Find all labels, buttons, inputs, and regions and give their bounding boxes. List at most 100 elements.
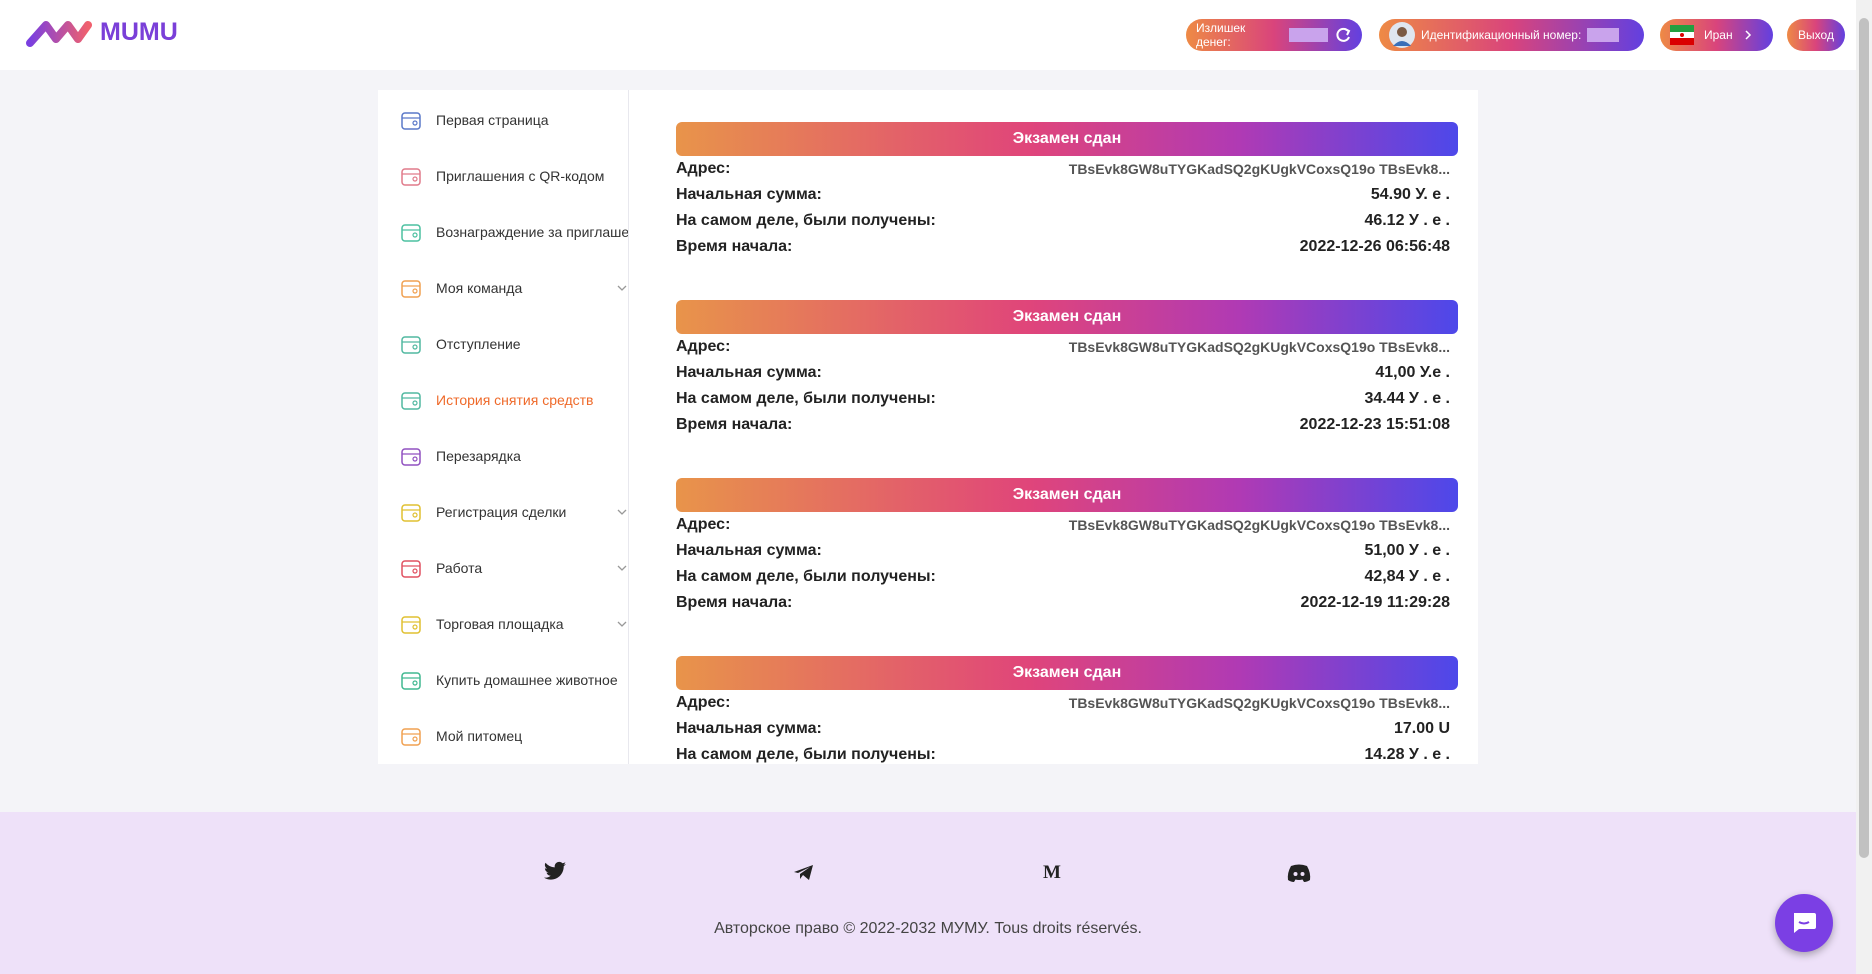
- scrollbar-thumb[interactable]: [1859, 18, 1869, 858]
- nav-item[interactable]: Отступление: [378, 324, 628, 364]
- nav-icon: [401, 280, 421, 298]
- record-row: Время начала: 2022-12-26 06:56:48: [676, 234, 1458, 260]
- status-bar: Экзамен сдан: [676, 478, 1458, 512]
- logout-button[interactable]: Выход: [1787, 19, 1845, 51]
- nav-icon: [401, 168, 421, 186]
- nav-label: Вознаграждение за приглаше: [436, 224, 629, 240]
- record-card: Экзамен сдан Адрес: TBsEvk8GW8uTYGKadSQ2gK…: [676, 478, 1458, 616]
- nav-item[interactable]: Первая страница: [378, 100, 628, 140]
- nav-item[interactable]: Торговая площадка: [378, 604, 628, 644]
- nav-item[interactable]: Моя команда: [378, 268, 628, 308]
- record-row: Начальная сумма: 51,00 У . е .: [676, 538, 1458, 564]
- sidebar: Первая страница Приглашения с QR-кодом Воз…: [378, 90, 629, 764]
- records-panel: Экзамен сдан Адрес: TBsEvk8GW8uTYGKadSQ2gK…: [629, 90, 1478, 764]
- nav-item[interactable]: Работа: [378, 548, 628, 588]
- refresh-icon[interactable]: [1334, 26, 1352, 44]
- id-pill[interactable]: Идентификационный номер:: [1379, 19, 1644, 51]
- nav-item[interactable]: Приглашения с QR-кодом: [378, 156, 628, 196]
- chevron-icon: [1745, 30, 1751, 40]
- nav-label: Перезарядка: [436, 448, 521, 464]
- row-label: Начальная сумма:: [676, 542, 822, 559]
- country-pill[interactable]: Иран: [1660, 19, 1773, 51]
- logout: Выход: [1798, 28, 1834, 42]
- discord-icon[interactable]: [1287, 863, 1311, 883]
- row-value: TBsEvk8GW8uTYGKadSQ2gKUgkVCoxsQ19o TBsEv…: [1068, 695, 1450, 711]
- row-label: Начальная сумма:: [676, 364, 822, 381]
- record-row: Начальная сумма: 54.90 У. е .: [676, 182, 1458, 208]
- record-card: Экзамен сдан Адрес: TBsEvk8GW8uTYGKadSQ2gK…: [676, 122, 1458, 260]
- nav-item[interactable]: Перезарядка: [378, 436, 628, 476]
- svg-text:M: M: [1043, 863, 1061, 881]
- nav-item[interactable]: История снятия средств: [378, 380, 628, 420]
- record-row: Начальная сумма: 41,00 У.е .: [676, 360, 1458, 386]
- copyright: Авторское право © 2022-2032 МУМУ. Tous d…: [714, 920, 1142, 937]
- flag-icon: [1670, 25, 1694, 45]
- nav-label: Торговая площадка: [436, 616, 564, 632]
- record-row: На самом деле, были получены: 42,84 У . е…: [676, 564, 1458, 590]
- row-value: 17.00 U: [1393, 720, 1450, 737]
- row-value: 46.12 У . е .: [1364, 212, 1450, 229]
- nav-icon: [401, 560, 421, 578]
- status-bar: Экзамен сдан: [676, 300, 1458, 334]
- record-row: Время начала: 2022-12-19 11:29:28: [676, 590, 1458, 616]
- masked-value: [1587, 28, 1620, 42]
- row-label: Адрес:: [676, 516, 731, 533]
- row-value: 54.90 У. е .: [1370, 186, 1450, 203]
- twitter-icon[interactable]: [543, 861, 567, 883]
- row-value: TBsEvk8GW8uTYGKadSQ2gKUgkVCoxsQ19o TBsEv…: [1068, 517, 1450, 533]
- expand-chevron: [617, 285, 627, 291]
- telegram-icon[interactable]: [793, 864, 815, 882]
- nav-item[interactable]: Регистрация сделки: [378, 492, 628, 532]
- nav-label: Моя команда: [436, 280, 523, 296]
- nav-item[interactable]: Купить домашнее животное: [378, 660, 628, 700]
- row-value: 2022-12-19 11:29:28: [1300, 594, 1450, 611]
- expand-chevron: [617, 565, 627, 571]
- row-value: 2022-12-26 06:56:48: [1299, 238, 1450, 255]
- nav-icon: [401, 112, 421, 130]
- row-value: TBsEvk8GW8uTYGKadSQ2gKUgkVCoxsQ19o TBsEv…: [1068, 161, 1450, 177]
- row-label: Адрес:: [676, 338, 731, 355]
- nav-label: Купить домашнее животное: [436, 672, 618, 688]
- balance-pill[interactable]: Излишек денег:: [1186, 19, 1362, 51]
- masked-value: [1288, 28, 1329, 42]
- row-label: Время начала:: [676, 416, 793, 433]
- nav-icon: [401, 616, 421, 634]
- nav-item[interactable]: Мой питомец: [378, 716, 628, 756]
- nav-label: Работа: [436, 560, 483, 576]
- row-value: 34.44 У . е .: [1364, 390, 1450, 407]
- avatar: [1389, 22, 1415, 48]
- row-label: Адрес:: [676, 694, 731, 711]
- nav-icon: [401, 392, 421, 410]
- nav-icon: [401, 728, 421, 746]
- row-value: 41,00 У.е .: [1375, 364, 1450, 381]
- logo-icon: [26, 20, 92, 47]
- nav-label: Регистрация сделки: [436, 504, 567, 520]
- row-label: На самом деле, были получены:: [676, 568, 936, 585]
- nav-icon: [401, 224, 421, 242]
- row-label: Начальная сумма:: [676, 186, 822, 203]
- row-label: Время начала:: [676, 238, 793, 255]
- record-row: Начальная сумма: 17.00 U: [676, 716, 1458, 742]
- id-label: Идентификационный номер:: [1421, 28, 1582, 42]
- medium-icon[interactable]: M: [1041, 863, 1063, 881]
- nav-label: Мой питомец: [436, 728, 523, 744]
- country: Иран: [1704, 28, 1733, 42]
- record-row: Адрес: TBsEvk8GW8uTYGKadSQ2gKUgkVCoxsQ19o…: [676, 156, 1458, 182]
- row-label: На самом деле, были получены:: [676, 390, 936, 407]
- record-card: Экзамен сдан Адрес: TBsEvk8GW8uTYGKadSQ2gK…: [676, 300, 1458, 438]
- nav-item[interactable]: Вознаграждение за приглаше: [378, 212, 628, 252]
- nav-label: История снятия средств: [436, 392, 594, 408]
- logo-text: MUMU: [100, 18, 178, 46]
- nav-label: Отступление: [436, 336, 521, 352]
- row-value: 51,00 У . е .: [1364, 542, 1450, 559]
- row-label: Время начала:: [676, 594, 793, 611]
- nav-icon: [401, 336, 421, 354]
- chat-button[interactable]: [1775, 894, 1833, 952]
- nav-icon: [401, 672, 421, 690]
- logo[interactable]: MUMU: [26, 18, 178, 47]
- row-value: 14.28 У . е .: [1364, 746, 1450, 763]
- row-label: На самом деле, были получены:: [676, 212, 936, 229]
- header: MUMU Излишек денег: Идентификационный но…: [0, 0, 1856, 70]
